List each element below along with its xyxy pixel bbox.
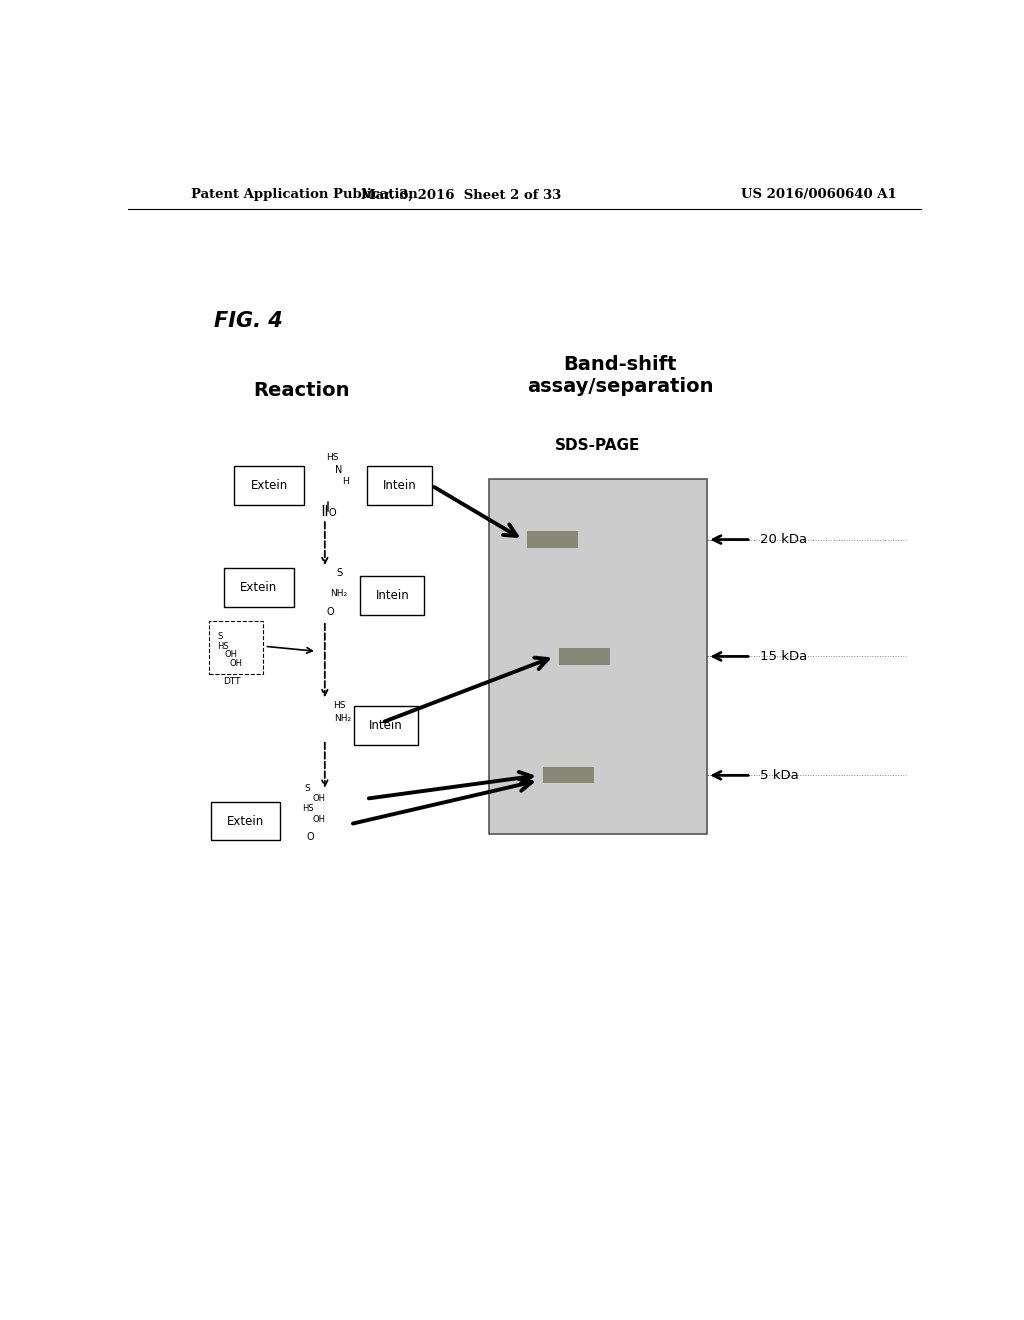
Text: O: O xyxy=(327,607,334,616)
Bar xyxy=(543,767,594,784)
Text: N: N xyxy=(335,466,342,475)
Text: Intein: Intein xyxy=(376,589,410,602)
Text: NH₂: NH₂ xyxy=(334,714,351,723)
Text: OH: OH xyxy=(312,795,325,804)
Text: 20 kDa: 20 kDa xyxy=(761,533,808,546)
Text: HS: HS xyxy=(327,453,339,462)
FancyBboxPatch shape xyxy=(234,466,304,506)
Bar xyxy=(526,532,579,548)
Text: Extein: Extein xyxy=(241,581,278,594)
Bar xyxy=(558,648,610,664)
Text: OH: OH xyxy=(229,659,243,668)
Text: OH: OH xyxy=(312,814,325,824)
Text: Band-shift
assay/separation: Band-shift assay/separation xyxy=(526,355,714,396)
Text: US 2016/0060640 A1: US 2016/0060640 A1 xyxy=(740,189,896,202)
Text: S: S xyxy=(218,631,223,640)
Bar xyxy=(209,620,263,673)
Text: S: S xyxy=(304,784,310,793)
Text: NH₂: NH₂ xyxy=(331,589,347,598)
Text: 5 kDa: 5 kDa xyxy=(761,768,800,781)
Bar xyxy=(489,479,708,834)
Text: FIG. 4: FIG. 4 xyxy=(214,312,283,331)
Text: Extein: Extein xyxy=(227,814,264,828)
FancyBboxPatch shape xyxy=(211,801,281,841)
FancyBboxPatch shape xyxy=(360,576,424,615)
Text: HS: HS xyxy=(303,804,314,813)
Text: DTT: DTT xyxy=(223,677,241,686)
Text: O: O xyxy=(306,833,314,842)
Text: Mar. 3, 2016  Sheet 2 of 33: Mar. 3, 2016 Sheet 2 of 33 xyxy=(361,189,561,202)
Text: 15 kDa: 15 kDa xyxy=(761,649,808,663)
Text: SDS-PAGE: SDS-PAGE xyxy=(555,437,640,453)
Text: HS: HS xyxy=(217,642,228,651)
Text: Intein: Intein xyxy=(369,719,402,733)
Text: Reaction: Reaction xyxy=(253,380,349,400)
Text: H: H xyxy=(342,477,349,486)
Text: O: O xyxy=(329,508,337,519)
FancyBboxPatch shape xyxy=(368,466,431,506)
FancyBboxPatch shape xyxy=(353,706,418,744)
Text: Patent Application Publication: Patent Application Publication xyxy=(191,189,418,202)
FancyBboxPatch shape xyxy=(224,568,294,607)
Text: OH: OH xyxy=(225,649,238,659)
Text: S: S xyxy=(336,568,342,578)
Text: HS: HS xyxy=(334,701,346,710)
Text: Intein: Intein xyxy=(383,479,417,492)
Text: Extein: Extein xyxy=(251,479,288,492)
